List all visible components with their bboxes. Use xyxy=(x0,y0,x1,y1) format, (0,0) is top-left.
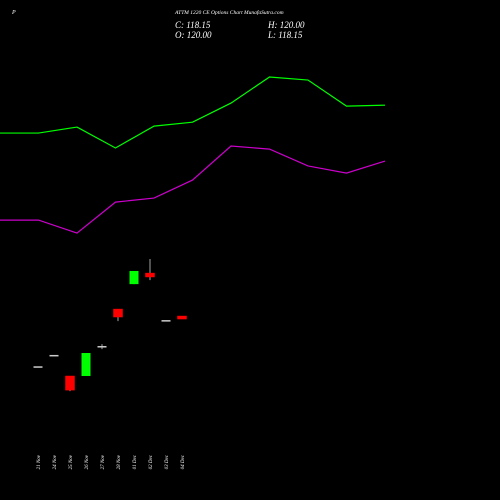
candle-body xyxy=(81,352,91,377)
candle-body xyxy=(145,272,155,278)
symbol: P xyxy=(11,10,16,16)
chart-title: ATTM 1220 CE Options Chart MunafaSutra.c… xyxy=(174,9,284,16)
x-tick-label: 27 Nov xyxy=(101,454,106,469)
candle-body xyxy=(161,320,171,322)
x-tick-label: 28 Nov xyxy=(117,454,122,469)
x-tick-label: 03 Dec xyxy=(165,454,170,469)
candle-body xyxy=(129,270,139,285)
x-tick-label: 25 Nov xyxy=(69,454,74,469)
candle-body xyxy=(177,315,187,320)
candle-body xyxy=(113,308,123,318)
x-tick-label: 02 Dec xyxy=(149,454,154,469)
x-tick-label: 24 Nov xyxy=(53,454,58,469)
x-tick-label: 04 Dec xyxy=(181,454,186,469)
candle-body xyxy=(33,366,43,368)
candle-body xyxy=(65,375,75,391)
indicator-line xyxy=(0,145,386,234)
candle-body xyxy=(97,346,107,348)
indicator-line xyxy=(0,76,386,149)
header-open: O: 120.00 xyxy=(175,30,212,40)
header-high: H: 120.00 xyxy=(267,20,305,30)
header-close: C: 118.15 xyxy=(175,20,211,30)
header-low: L: 118.15 xyxy=(267,30,303,40)
x-tick-label: 21 Nov xyxy=(37,454,42,469)
x-tick-label: 01 Dec xyxy=(133,454,138,469)
candle-body xyxy=(49,354,59,357)
x-tick-label: 26 Nov xyxy=(85,454,90,469)
